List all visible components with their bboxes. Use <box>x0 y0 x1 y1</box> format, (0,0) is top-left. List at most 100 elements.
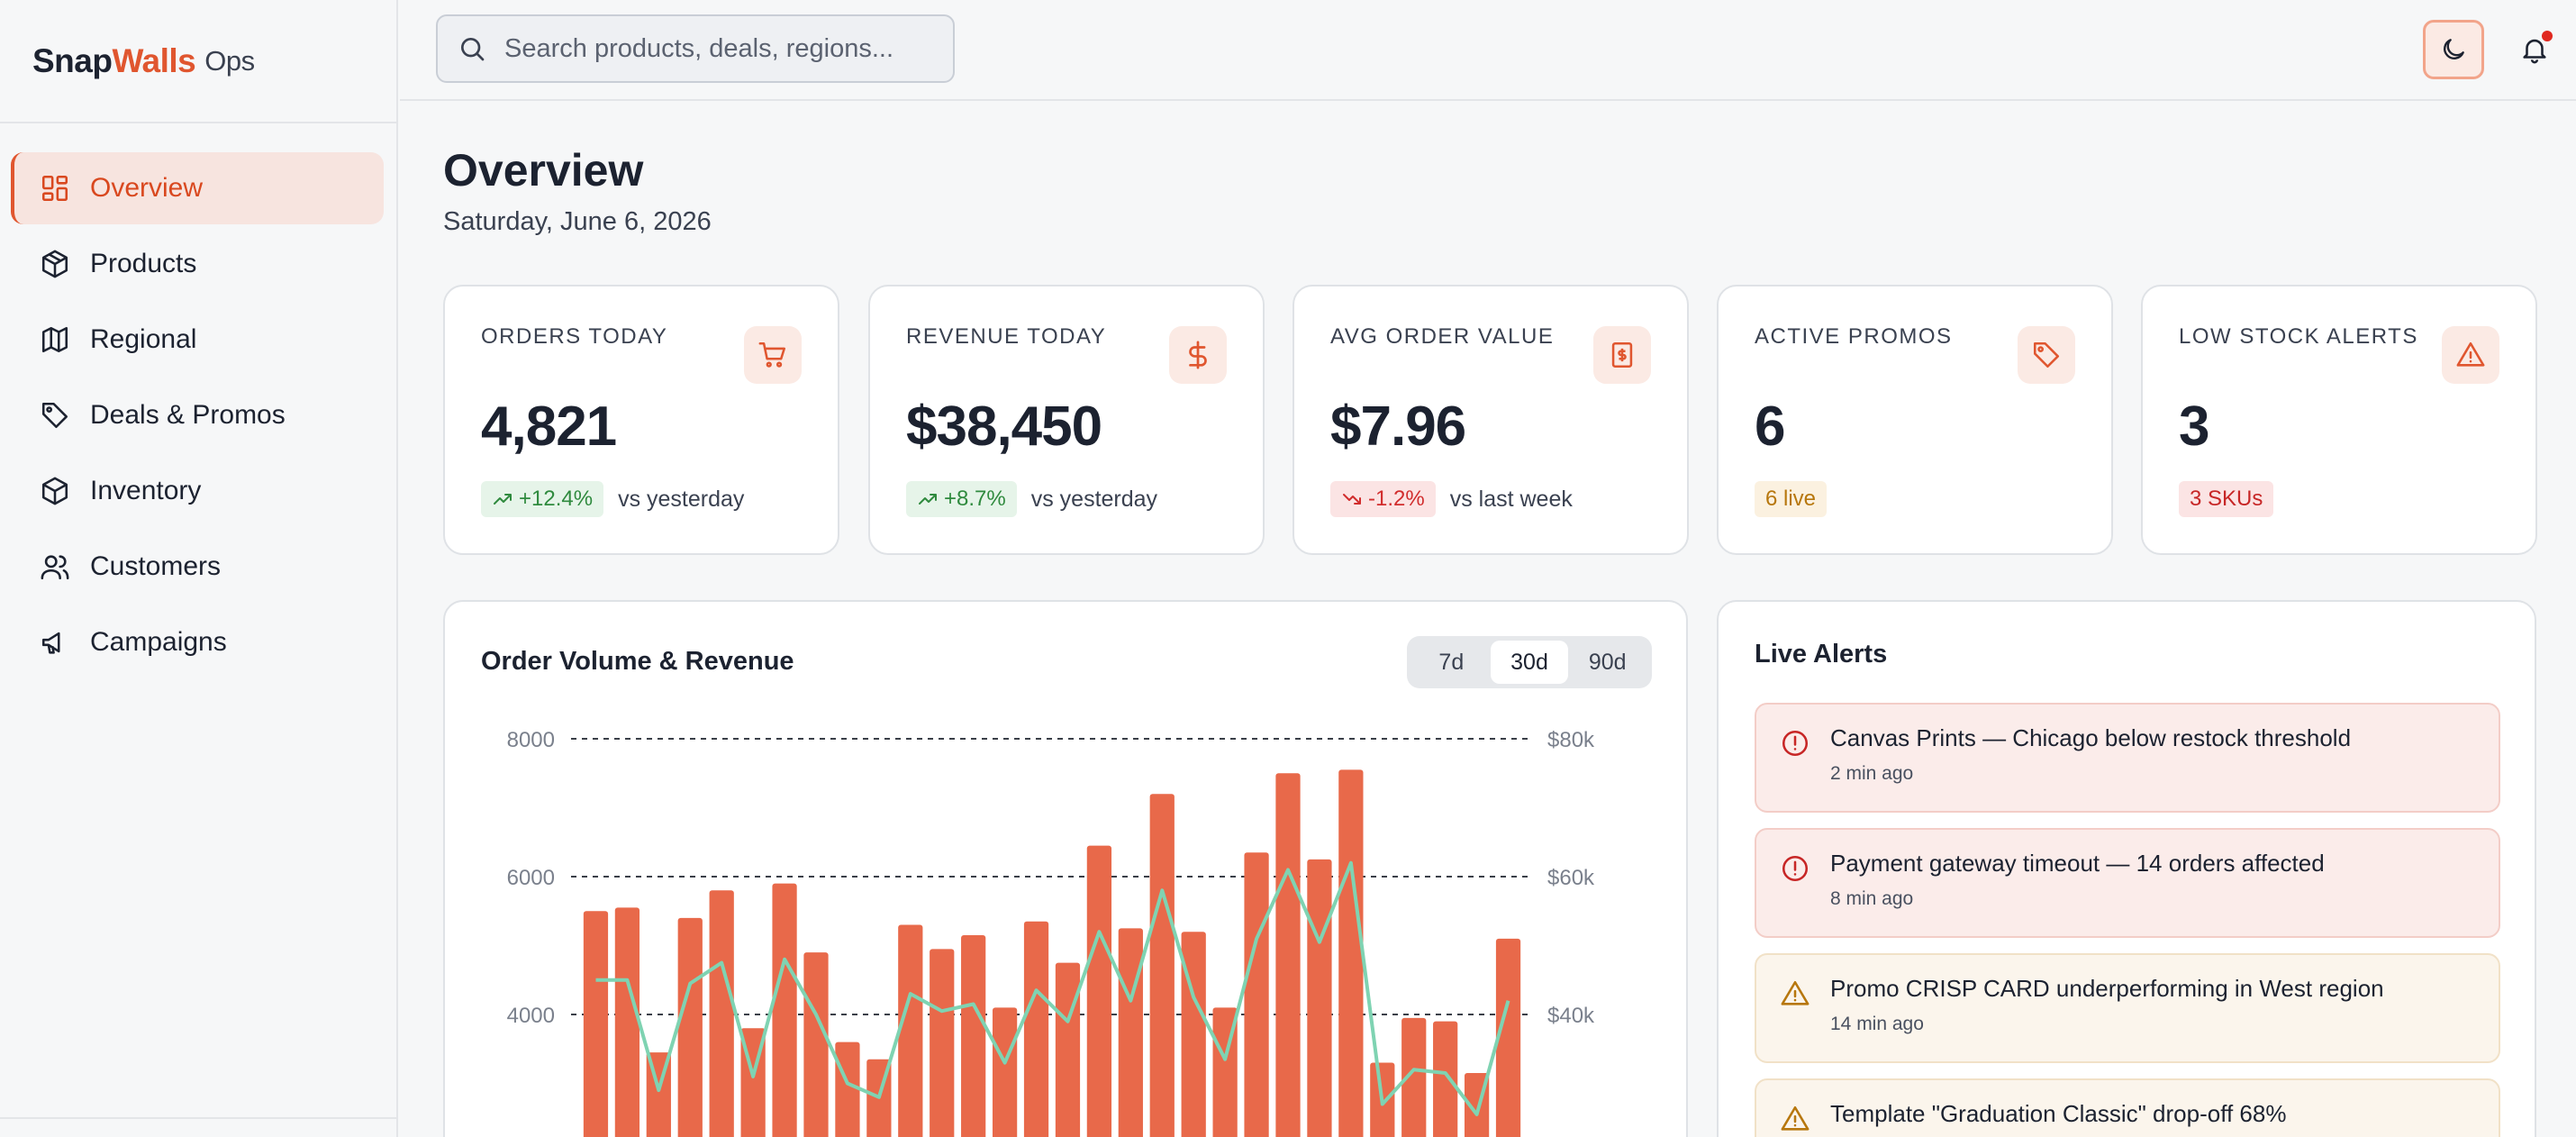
status-badge: 6 live <box>1755 481 1828 517</box>
alert-item[interactable]: Template "Graduation Classic" drop-off 6… <box>1755 1078 2500 1137</box>
sidebar-item-label: Customers <box>90 551 222 581</box>
chart-bar <box>898 924 923 1137</box>
kpi-note: vs yesterday <box>618 486 745 512</box>
kpi-card-revenue: REVENUE TODAY $38,450 +8.7% vs yesterday <box>868 285 1265 555</box>
chart-bar <box>1118 928 1143 1137</box>
kpi-card-avg-order: AVG ORDER VALUE $7.96 -1.2% vs last week <box>1293 285 1689 555</box>
alert-time: 8 min ago <box>1830 888 1914 909</box>
chart-bar <box>1338 769 1364 1137</box>
kpi-footer: +8.7% vs yesterday <box>906 481 1157 517</box>
sidebar-footer <box>0 1117 396 1137</box>
kpi-card-low-stock: LOW STOCK ALERTS 3 3 SKUs <box>2141 285 2537 555</box>
delta-value: -1.2% <box>1368 487 1425 511</box>
kpi-icon-wrap <box>1169 326 1227 384</box>
kpi-value: 3 <box>2179 396 2209 458</box>
chart-bar <box>614 907 640 1137</box>
notifications-button[interactable] <box>2504 20 2565 79</box>
sidebar-item-customers[interactable]: Customers <box>11 531 384 603</box>
trend-up-icon <box>494 494 512 505</box>
kpi-icon-wrap <box>744 326 802 384</box>
range-7d-button[interactable]: 7d <box>1438 649 1465 675</box>
search-icon <box>460 38 485 61</box>
alert-text: Promo CRISP CARD underperforming in West… <box>1830 975 2384 1002</box>
chart-title: Order Volume & Revenue <box>481 647 794 676</box>
tag-icon <box>2033 341 2060 368</box>
chart-bar <box>1149 794 1175 1137</box>
chart-bar <box>1055 962 1081 1137</box>
range-90d-button[interactable]: 90d <box>1588 649 1627 675</box>
alert-time: 14 min ago <box>1830 1014 1924 1034</box>
kpi-label: AVG ORDER VALUE <box>1330 324 1555 349</box>
sidebar-item-overview[interactable]: Overview <box>11 152 384 224</box>
chart-bar <box>835 1041 860 1137</box>
y-right-tick-label: $60k <box>1547 866 1595 890</box>
kpi-card-active-promos: ACTIVE PROMOS 6 6 live <box>1717 285 2113 555</box>
chart-bar <box>961 935 986 1137</box>
chart-bar <box>772 883 797 1137</box>
sidebar-item-label: Campaigns <box>90 627 227 657</box>
alert-item[interactable]: Promo CRISP CARD underperforming in West… <box>1755 953 2500 1063</box>
kpi-label: REVENUE TODAY <box>906 324 1107 349</box>
brand-logo[interactable]: Snap Walls Ops <box>0 0 396 123</box>
chart-bar <box>1307 859 1332 1137</box>
sidebar-item-products[interactable]: Products <box>11 228 384 300</box>
y-right-tick-label: $40k <box>1547 1004 1595 1028</box>
brand-part-walls: Walls <box>112 41 196 79</box>
alert-circle-icon <box>1782 730 1809 757</box>
sidebar-item-regional[interactable]: Regional <box>11 304 384 376</box>
alert-circle-icon <box>1782 855 1809 882</box>
kpi-value: 6 <box>1755 396 1785 458</box>
chart-bar <box>1086 845 1112 1137</box>
topbar <box>400 0 2576 101</box>
sidebar-item-campaigns[interactable]: Campaigns <box>11 606 384 678</box>
range-selector: 7d 30d 90d <box>1407 636 1652 688</box>
alert-item[interactable]: Payment gateway timeout — 14 orders affe… <box>1755 828 2500 938</box>
sidebar-item-label: Inventory <box>90 476 202 505</box>
y-right-tick-label: $80k <box>1547 728 1595 752</box>
bell-icon <box>2523 39 2546 64</box>
theme-toggle-button[interactable] <box>2423 20 2484 79</box>
users-icon <box>41 555 69 580</box>
sidebar-item-label: Overview <box>90 173 204 203</box>
megaphone-icon <box>41 632 60 654</box>
chart-bar <box>930 949 955 1137</box>
chart-bar <box>709 890 734 1137</box>
chart-bar <box>992 1007 1018 1137</box>
sidebar-item-label: Deals & Promos <box>90 400 286 430</box>
status-badge: 3 SKUs <box>2179 481 2274 517</box>
main-nav: Overview Products Regional Deals & Promo… <box>0 123 396 678</box>
revenue-line <box>595 860 1510 1116</box>
chart-bar <box>1401 1017 1427 1137</box>
y-left-tick-label: 8000 <box>507 728 555 752</box>
alert-text: Template "Graduation Classic" drop-off 6… <box>1830 1100 2287 1127</box>
chart-bar <box>803 952 829 1137</box>
kpi-label: ORDERS TODAY <box>481 324 668 349</box>
page-title: Overview <box>443 145 644 196</box>
search-box[interactable] <box>436 14 955 83</box>
kpi-footer: 3 SKUs <box>2179 481 2274 517</box>
chart-bar <box>1275 773 1301 1137</box>
warning-icon <box>2456 341 2485 367</box>
order-volume-chart-card: Order Volume & Revenue 7d 30d 90d 8000 $8… <box>443 600 1688 1137</box>
brand-part-ops: Ops <box>204 44 255 77</box>
page-date: Saturday, June 6, 2026 <box>443 207 712 236</box>
warning-icon <box>1781 980 1810 1005</box>
alert-text: Payment gateway timeout — 14 orders affe… <box>1830 850 2325 877</box>
kpi-footer: -1.2% vs last week <box>1330 481 1573 517</box>
trend-up-icon <box>919 494 937 505</box>
chart-bar <box>1244 852 1269 1137</box>
receipt-icon <box>1611 341 1633 368</box>
dollar-icon <box>1189 341 1207 369</box>
delta-badge: -1.2% <box>1330 481 1436 517</box>
range-30d-button[interactable]: 30d <box>1490 641 1569 684</box>
sidebar-item-deals-promos[interactable]: Deals & Promos <box>11 379 384 451</box>
alerts-title: Live Alerts <box>1755 640 1888 669</box>
kpi-footer: 6 live <box>1755 481 1828 517</box>
delta-value: +8.7% <box>944 487 1006 511</box>
chart-bar <box>583 911 609 1137</box>
sidebar-item-inventory[interactable]: Inventory <box>11 455 384 527</box>
y-left-tick-label: 4000 <box>507 1004 555 1028</box>
alert-item[interactable]: Canvas Prints — Chicago below restock th… <box>1755 703 2500 813</box>
moon-icon <box>2444 39 2464 59</box>
search-input[interactable] <box>504 33 928 64</box>
